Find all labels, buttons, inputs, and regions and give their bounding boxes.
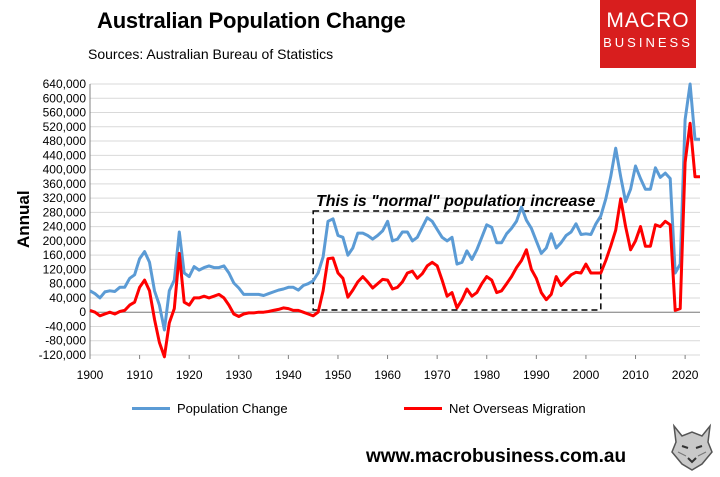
legend-label-net-overseas-migration: Net Overseas Migration (449, 400, 586, 416)
y-tick-label: 160,000 (43, 248, 87, 262)
y-tick-label: 640,000 (43, 77, 87, 91)
y-tick-label: 520,000 (43, 120, 87, 134)
logo-line-1: MACRO (606, 9, 690, 32)
y-tick-label: 600,000 (43, 91, 87, 105)
y-tick-label: 560,000 (43, 106, 87, 120)
legend-label-population-change: Population Change (177, 400, 288, 416)
x-tick-label: 1940 (275, 368, 302, 382)
x-tick-label: 1920 (176, 368, 203, 382)
y-tick-label: 200,000 (43, 234, 87, 248)
x-tick-label: 1930 (225, 368, 252, 382)
y-tick-label: 0 (79, 305, 86, 319)
annotation-label: This is "normal" population increase (316, 193, 596, 210)
y-tick-label: -40,000 (45, 319, 86, 333)
x-tick-label: 1910 (126, 368, 153, 382)
x-tick-label: 1970 (424, 368, 451, 382)
y-tick-label: 320,000 (43, 191, 87, 205)
legend-swatch-blue (132, 406, 170, 410)
y-tick-label: 280,000 (43, 205, 87, 219)
x-tick-label: 2020 (672, 368, 699, 382)
logo-line-2: BUSINESS (603, 35, 693, 50)
x-tick-label: 1960 (374, 368, 401, 382)
series-line-net-overseas-migration (89, 121, 700, 359)
y-tick-label: 120,000 (43, 262, 87, 276)
wolf-logo-icon (668, 422, 716, 472)
chart-subtitle: Sources: Australian Bureau of Statistics (88, 46, 334, 62)
y-tick-label: 440,000 (43, 148, 87, 162)
chart-title: Australian Population Change (97, 8, 406, 33)
legend-item-net-overseas-migration: Net Overseas Migration (404, 398, 586, 418)
legend-swatch-red (404, 406, 442, 410)
x-tick-label: 1990 (523, 368, 550, 382)
x-tick-label: 2000 (573, 368, 600, 382)
y-tick-label: 400,000 (43, 163, 87, 177)
series-line-population-change (89, 82, 700, 332)
y-tick-label: -80,000 (45, 334, 86, 348)
macrobusiness-logo: MACRO BUSINESS (600, 0, 696, 68)
y-tick-label: -120,000 (39, 348, 87, 362)
y-tick-label: 480,000 (43, 134, 87, 148)
y-tick-label: 40,000 (49, 291, 86, 305)
x-tick-label: 2010 (622, 368, 649, 382)
x-tick-label: 1950 (325, 368, 352, 382)
x-tick-label: 1980 (473, 368, 500, 382)
legend-item-population-change: Population Change (132, 398, 288, 418)
y-tick-label: 360,000 (43, 177, 87, 191)
footer-url: www.macrobusiness.com.au (366, 446, 627, 467)
y-tick-label: 240,000 (43, 220, 87, 234)
y-tick-label: 80,000 (49, 277, 86, 291)
x-tick-label: 1900 (77, 368, 104, 382)
annotation-box (312, 210, 602, 311)
